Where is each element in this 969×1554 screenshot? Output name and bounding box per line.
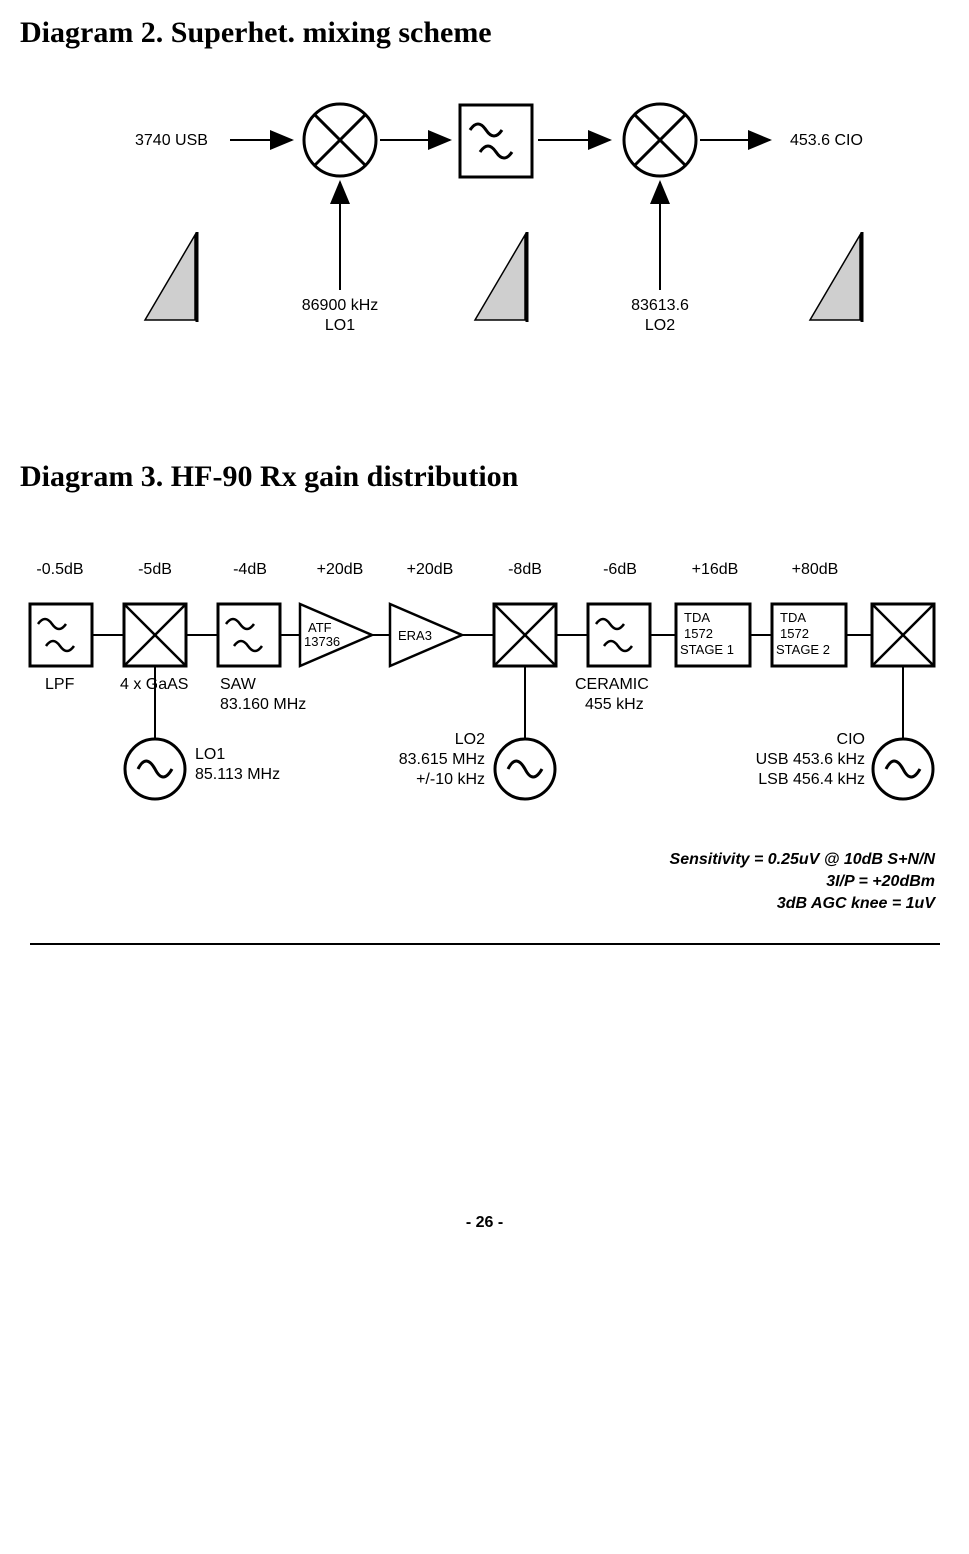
tda1-l1: TDA — [684, 610, 710, 625]
lo1-l2: 85.113 MHz — [195, 766, 280, 783]
spec-3: 3dB AGC knee = 1uV — [777, 895, 936, 912]
lo2-freq: 83613.6 — [631, 297, 689, 314]
gain-7: +16dB — [692, 561, 739, 578]
lpf-icon — [30, 604, 92, 666]
diagram2-title: Diagram 2. Superhet. mixing scheme — [20, 16, 949, 50]
cio-l2: USB 453.6 kHz — [756, 751, 865, 768]
bandpass-filter-icon — [460, 105, 532, 177]
ceramic-label1: CERAMIC — [575, 676, 649, 693]
saw-label1: SAW — [220, 676, 257, 693]
gain-4: +20dB — [407, 561, 454, 578]
gain-1: -5dB — [138, 561, 172, 578]
amp-triangle-3 — [810, 232, 862, 322]
gain-8: +80dB — [792, 561, 839, 578]
specs-block: Sensitivity = 0.25uV @ 10dB S+N/N 3I/P =… — [670, 851, 937, 912]
tda2-icon: TDA 1572 STAGE 2 — [772, 604, 846, 666]
era3-label: ERA3 — [398, 628, 432, 643]
lo2-l1: LO2 — [455, 731, 485, 748]
cio-osc-icon — [873, 739, 933, 799]
cio-l3: LSB 456.4 kHz — [758, 771, 865, 788]
lo2-l3: +/-10 kHz — [416, 771, 485, 788]
tda2-l2: 1572 — [780, 626, 809, 641]
amp-triangle-1 — [145, 232, 197, 322]
gain-6: -6dB — [603, 561, 637, 578]
lo1-name: LO1 — [325, 317, 355, 334]
lo1-freq: 86900 kHz — [302, 297, 379, 314]
ceramic-filter-icon — [588, 604, 650, 666]
stage-under-labels: LPF 4 x GaAS SAW 83.160 MHz CERAMIC 455 … — [45, 676, 649, 713]
input-label: 3740 USB — [135, 132, 208, 149]
diagram2-canvas: 3740 USB 453.6 CIO 86900 kHz LO1 83613.6… — [20, 90, 950, 370]
gain-3: +20dB — [317, 561, 364, 578]
mixer2-icon — [624, 104, 696, 176]
lo1-osc-icon — [125, 739, 185, 799]
diagram3-canvas: -0.5dB -5dB -4dB +20dB +20dB -8dB -6dB +… — [20, 534, 950, 994]
gain-labels-row: -0.5dB -5dB -4dB +20dB +20dB -8dB -6dB +… — [36, 561, 838, 578]
lo2-l2: 83.615 MHz — [399, 751, 485, 768]
gain-0: -0.5dB — [36, 561, 83, 578]
lpf-label: LPF — [45, 676, 75, 693]
tda1-l3: STAGE 1 — [680, 642, 734, 657]
lo2-osc-icon — [495, 739, 555, 799]
lo2-name: LO2 — [645, 317, 675, 334]
tda1-l2: 1572 — [684, 626, 713, 641]
saw-label2: 83.160 MHz — [220, 696, 306, 713]
tda2-l1: TDA — [780, 610, 806, 625]
diagram3-title: Diagram 3. HF-90 Rx gain distribution — [20, 460, 949, 494]
amp-triangle-2 — [475, 232, 527, 322]
gaas-mixer-icon — [124, 604, 186, 666]
atf-label2: 13736 — [304, 634, 340, 649]
tda2-l3: STAGE 2 — [776, 642, 830, 657]
lo1-l1: LO1 — [195, 746, 225, 763]
spec-1: Sensitivity = 0.25uV @ 10dB S+N/N — [670, 851, 936, 868]
era3-amp-icon: ERA3 — [390, 604, 462, 666]
tda1-icon: TDA 1572 STAGE 1 — [676, 604, 750, 666]
ceramic-label2: 455 kHz — [585, 696, 644, 713]
mixer1-icon — [304, 104, 376, 176]
saw-filter-icon — [218, 604, 280, 666]
mixer-lo2-icon — [494, 604, 556, 666]
atf-amp-icon: ATF 13736 — [300, 604, 372, 666]
output-label: 453.6 CIO — [790, 132, 863, 149]
cio-l1: CIO — [837, 731, 865, 748]
spec-2: 3I/P = +20dBm — [826, 873, 935, 890]
gain-5: -8dB — [508, 561, 542, 578]
gain-2: -4dB — [233, 561, 267, 578]
page-number: - 26 - — [20, 1214, 949, 1232]
mixer-cio-icon — [872, 604, 934, 666]
atf-label1: ATF — [308, 620, 332, 635]
